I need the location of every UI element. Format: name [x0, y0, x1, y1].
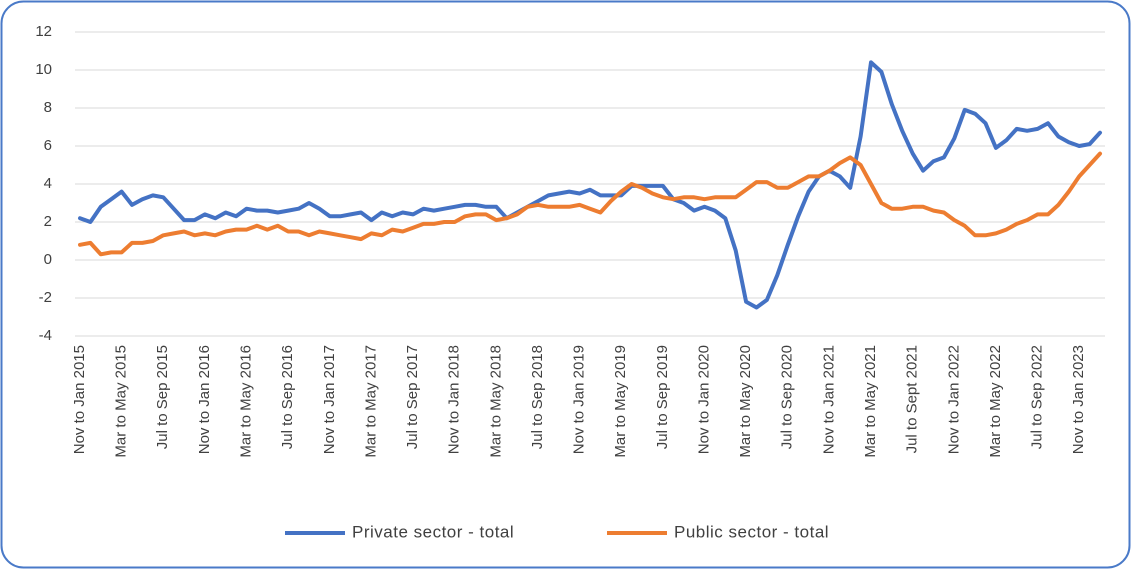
x-tick-label: Jul to Sep 2016 — [279, 345, 296, 449]
x-tick-label: Mar to May 2020 — [737, 345, 754, 458]
x-tick-label: Mar to May 2018 — [487, 345, 504, 458]
x-tick-label: Mar to May 2017 — [362, 345, 379, 458]
series-line — [78, 60, 1102, 310]
y-tick-label: -4 — [39, 327, 52, 344]
y-tick-label: -2 — [39, 289, 52, 306]
x-tick-label: Mar to May 2022 — [987, 345, 1004, 458]
x-tick-label: Jul to Sep 2019 — [654, 345, 671, 449]
x-tick-label: Nov to Jan 2021 — [820, 345, 837, 454]
x-tick-label: Nov to Jan 2022 — [945, 345, 962, 454]
series-line — [78, 151, 1102, 257]
y-tick-label: 0 — [44, 251, 52, 268]
x-tick-label: Mar to May 2019 — [612, 345, 629, 458]
x-tick-label: Jul to Sep 2018 — [529, 345, 546, 449]
x-tick-label: Mar to May 2021 — [862, 345, 879, 458]
x-tick-label: Nov to Jan 2017 — [321, 345, 338, 454]
x-tick-label: Nov to Jan 2016 — [196, 345, 213, 454]
y-tick-label: 8 — [44, 99, 52, 116]
x-tick-label: Nov to Jan 2023 — [1070, 345, 1087, 454]
x-tick-label: Nov to Jan 2020 — [695, 345, 712, 454]
legend-label: Public sector - total — [674, 522, 829, 541]
y-tick-label: 12 — [35, 23, 52, 40]
y-tick-label: 2 — [44, 213, 52, 230]
y-tick-label: 10 — [35, 61, 52, 78]
x-tick-label: Jul to Sep 2020 — [779, 345, 796, 449]
x-tick-label: Mar to May 2015 — [113, 345, 130, 458]
x-tick-label: Nov to Jan 2018 — [446, 345, 463, 454]
x-tick-label: Jul to Sep 2017 — [404, 345, 421, 449]
y-tick-label: 4 — [44, 175, 52, 192]
x-tick-label: Mar to May 2016 — [237, 345, 254, 458]
legend-label: Private sector - total — [352, 522, 514, 541]
x-tick-label: Jul to Sept 2021 — [904, 345, 921, 453]
x-tick-label: Jul to Sep 2015 — [154, 345, 171, 449]
y-tick-label: 6 — [44, 137, 52, 154]
x-tick-label: Nov to Jan 2019 — [571, 345, 588, 454]
x-tick-label: Jul to Sep 2022 — [1029, 345, 1046, 449]
x-tick-label: Nov to Jan 2015 — [71, 345, 88, 454]
